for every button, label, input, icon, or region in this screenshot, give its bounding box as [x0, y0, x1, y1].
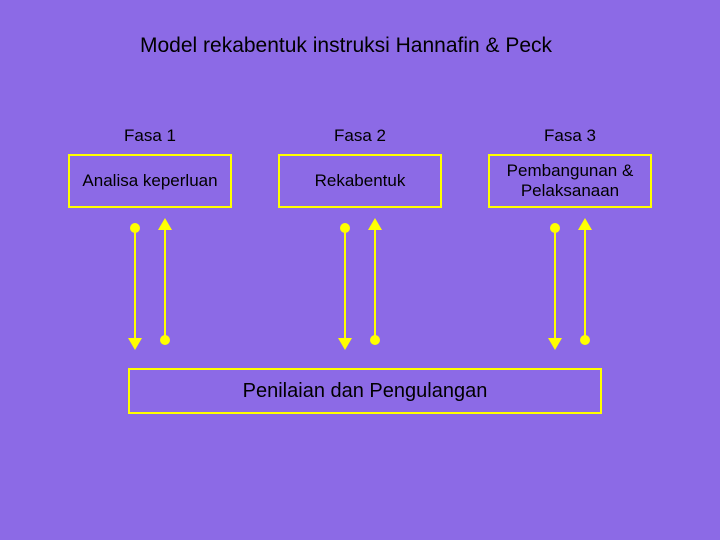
- arrow-up-head-1: [158, 218, 172, 230]
- phase-3-box: Pembangunan & Pelaksanaan: [488, 154, 652, 208]
- arrow-up-dot-3: [580, 335, 590, 345]
- arrow-down-head-1: [128, 338, 142, 350]
- diagram-title: Model rekabentuk instruksi Hannafin & Pe…: [140, 34, 552, 58]
- arrow-up-head-2: [368, 218, 382, 230]
- arrow-down-1: [134, 228, 136, 340]
- arrow-down-dot-2: [340, 223, 350, 233]
- arrow-up-head-3: [578, 218, 592, 230]
- phase-1-label: Fasa 1: [124, 126, 176, 146]
- arrow-up-3: [584, 228, 586, 340]
- arrow-up-2: [374, 228, 376, 340]
- phase-2-box: Rekabentuk: [278, 154, 442, 208]
- arrow-up-dot-2: [370, 335, 380, 345]
- arrow-up-dot-1: [160, 335, 170, 345]
- arrow-down-2: [344, 228, 346, 340]
- phase-1-box: Analisa keperluan: [68, 154, 232, 208]
- phase-2-label: Fasa 2: [334, 126, 386, 146]
- arrow-down-3: [554, 228, 556, 340]
- arrow-down-dot-3: [550, 223, 560, 233]
- bottom-box-text: Penilaian dan Pengulangan: [243, 380, 488, 403]
- phase-2-desc: Rekabentuk: [315, 171, 406, 191]
- phase-1-desc: Analisa keperluan: [82, 171, 217, 191]
- arrow-up-1: [164, 228, 166, 340]
- arrow-down-head-3: [548, 338, 562, 350]
- bottom-box: Penilaian dan Pengulangan: [128, 368, 602, 414]
- arrow-down-dot-1: [130, 223, 140, 233]
- phase-3-label: Fasa 3: [544, 126, 596, 146]
- arrow-down-head-2: [338, 338, 352, 350]
- phase-3-desc: Pembangunan & Pelaksanaan: [492, 161, 648, 201]
